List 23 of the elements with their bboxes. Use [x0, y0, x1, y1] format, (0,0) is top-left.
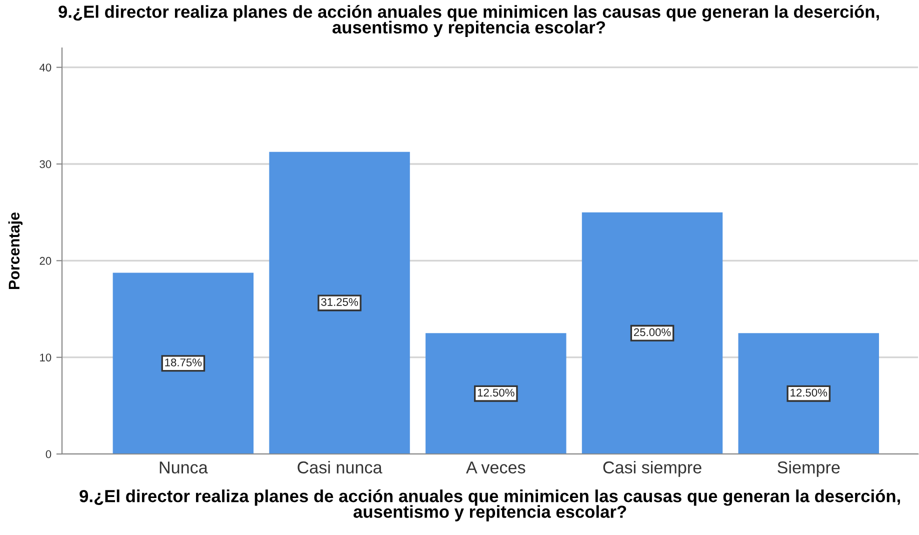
y-axis-title: Porcentaje: [8, 212, 23, 290]
y-tick-label: 10: [40, 354, 52, 362]
data-label: 12.50%: [790, 388, 828, 397]
data-label: 25.00%: [634, 328, 671, 336]
y-tick-label: 40: [39, 64, 52, 72]
data-label: 31.25%: [321, 298, 358, 306]
y-tick-label: 0: [46, 450, 52, 458]
data-label: 12.50%: [478, 388, 514, 397]
y-tick-label: 20: [40, 256, 52, 265]
x-axis-title: 9.¿El director realiza planes de acción anuales que minimicen las causas que generan la deserción, ausentismo y repitencia escolar?: [80, 489, 900, 522]
x-tick-label: Nunca: [160, 462, 208, 474]
chart-title: 9.¿El director realiza planes de acción anuales que minimicen las causas que generan la deserción, ausentismo y repitencia escolar?: [58, 5, 879, 37]
x-tick-label: A veces: [466, 462, 526, 474]
bar: [426, 333, 566, 454]
bar: [269, 152, 410, 454]
bar: [738, 333, 879, 454]
data-label: 18.75%: [165, 358, 202, 366]
y-tick-label: 30: [40, 160, 52, 168]
bar: [112, 272, 254, 454]
x-tick-label: Siempre: [778, 460, 840, 477]
bar: [582, 212, 723, 454]
x-tick-label: Casi siempre: [603, 460, 702, 477]
x-tick-label: Casi nunca: [298, 460, 382, 474]
